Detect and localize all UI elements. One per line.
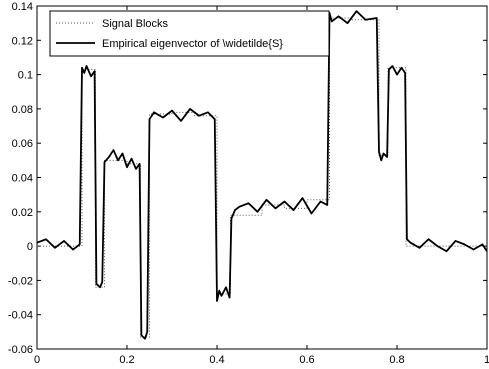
- y-tick-label: 0.12: [12, 35, 33, 47]
- y-axis: -0.06 -0.04 -0.02 0 0.02 0.04 0.06 0.08 0.1 0.12 0…: [8, 1, 487, 356]
- x-tick-label: 0.2: [119, 354, 134, 366]
- y-tick-label: 0.14: [12, 1, 33, 13]
- y-tick-label: -0.04: [8, 310, 33, 322]
- y-tick-label: -0.06: [8, 344, 33, 356]
- x-tick-label: 0.4: [209, 354, 224, 366]
- series-line-eigenvector: [37, 10, 487, 340]
- y-tick-label: 0.06: [12, 138, 33, 150]
- x-tick-label: 0: [34, 354, 40, 366]
- y-tick-label: 0.04: [12, 173, 33, 185]
- y-tick-label: 0: [27, 241, 33, 253]
- y-tick-label: 0.02: [12, 207, 33, 219]
- plot-area: [36, 5, 488, 350]
- legend-label-eigenvector: Empirical eigenvector of \widetilde{S}: [102, 38, 283, 50]
- x-tick-label: 0.8: [389, 354, 404, 366]
- y-tick-label: 0.1: [18, 70, 33, 82]
- y-tick-label: -0.02: [8, 275, 33, 287]
- legend: Signal Blocks Empirical eigenvector of \…: [49, 10, 330, 57]
- y-tick-label: 0.08: [12, 104, 33, 116]
- x-tick-label: 1: [484, 354, 489, 366]
- series-layer: [37, 10, 487, 340]
- x-tick-label: 0.6: [299, 354, 314, 366]
- legend-box: [49, 10, 330, 57]
- legend-label-signal-blocks: Signal Blocks: [102, 18, 169, 30]
- x-axis: 0 0.2 0.4 0.6 0.8 1: [34, 6, 489, 366]
